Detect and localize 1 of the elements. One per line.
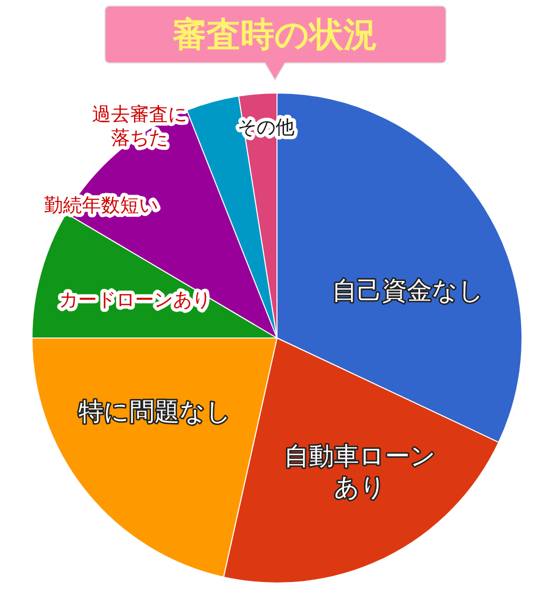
- title: 審査時の状況: [172, 15, 378, 55]
